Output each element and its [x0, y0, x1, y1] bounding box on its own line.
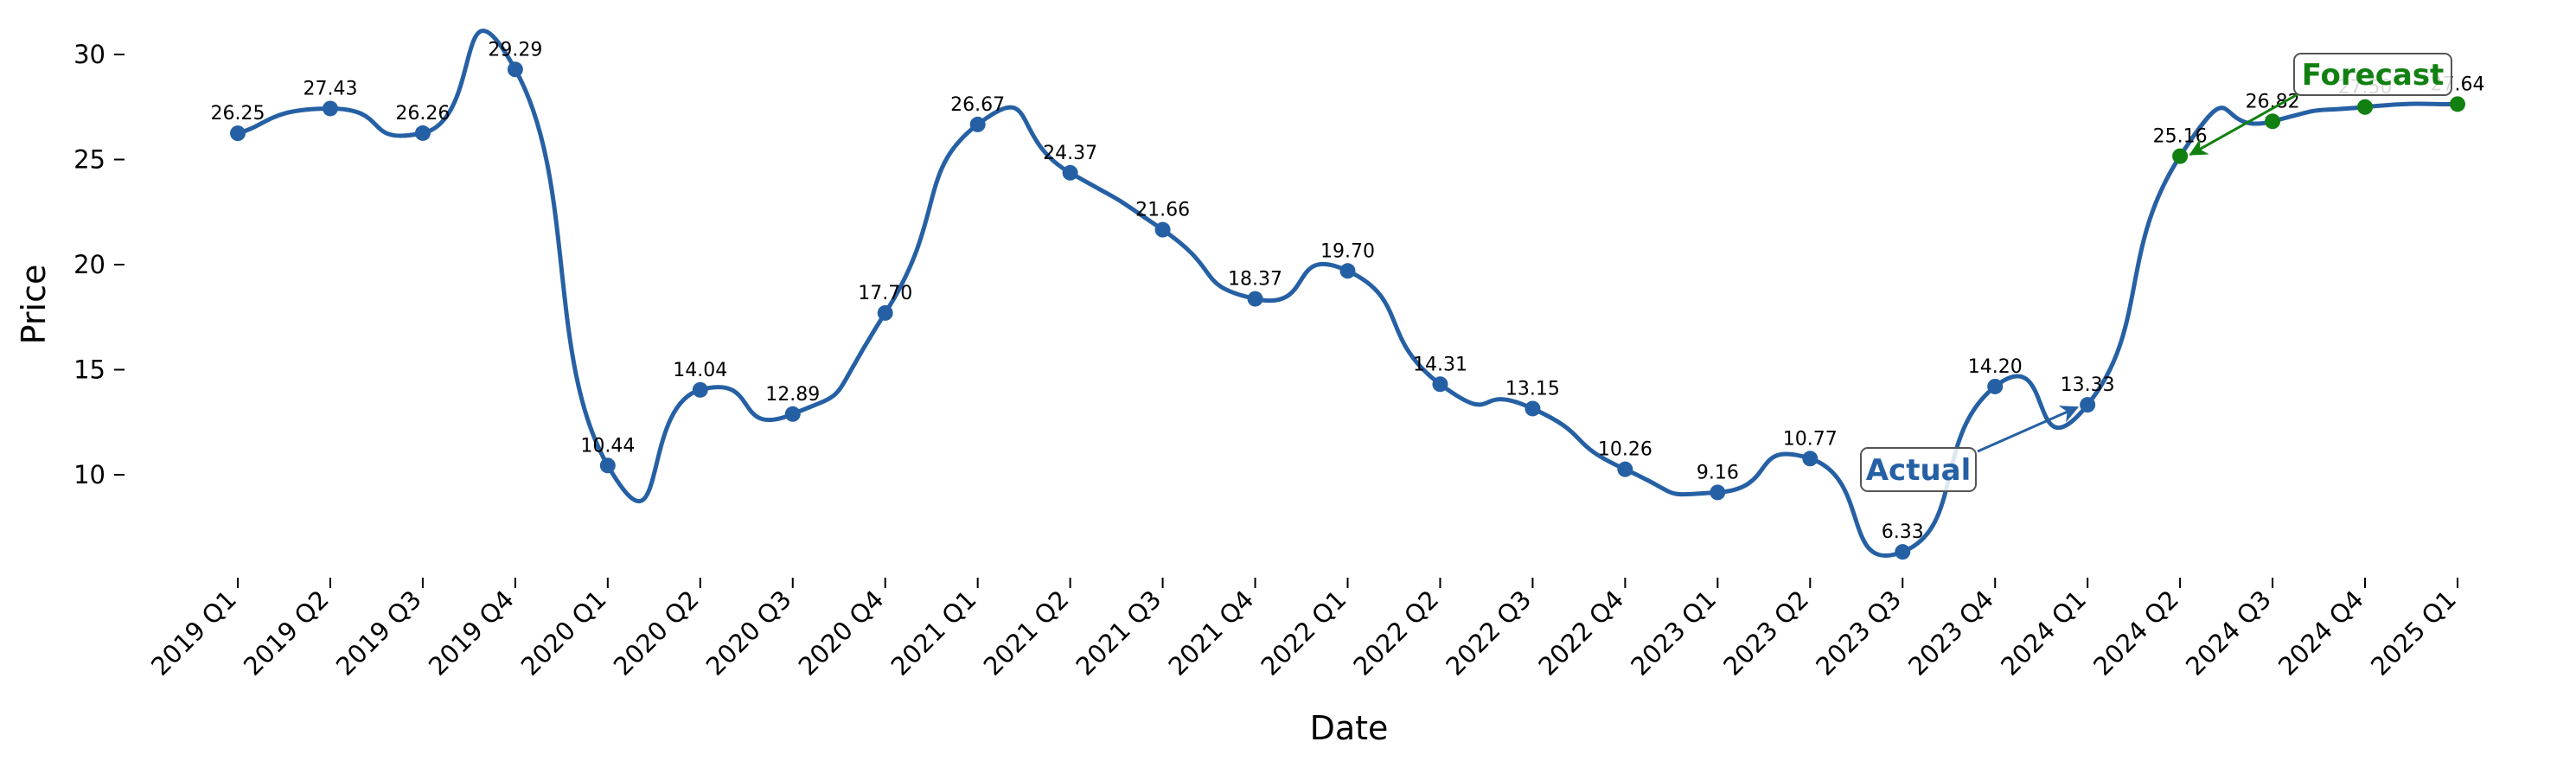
actual-point: [2080, 397, 2096, 413]
x-tick-label: 2025 Q1: [2365, 585, 2462, 681]
x-tick-label: 2023 Q4: [1902, 585, 1999, 681]
actual-point: [784, 406, 801, 422]
actual-annotation-box: [1860, 447, 1977, 492]
actual-point: [507, 61, 523, 78]
data-label: 6.33: [1882, 521, 1924, 543]
forecast-annotation-arrow: [2189, 92, 2300, 156]
y-tick-label: 10: [74, 460, 105, 489]
y-tick-label: 30: [74, 40, 105, 69]
actual-point: [1987, 378, 2004, 394]
forecast-point: [2265, 113, 2281, 130]
actual-point: [1339, 263, 1356, 279]
actual-point: [1895, 544, 1911, 560]
x-tick-label: 2022 Q4: [1532, 585, 1629, 681]
x-tick-label: 2020 Q2: [608, 585, 705, 681]
x-tick-label: 2023 Q3: [1810, 585, 1907, 681]
actual-point: [1062, 164, 1078, 181]
forecast-point: [2357, 99, 2374, 115]
data-label: 17.70: [858, 283, 912, 304]
x-tick-label: 2019 Q1: [145, 585, 242, 681]
x-tick-label: 2024 Q2: [2087, 585, 2184, 681]
x-axis-title: Date: [1310, 709, 1389, 747]
x-tick-label: 2020 Q3: [700, 585, 797, 681]
actual-point: [414, 125, 431, 141]
y-tick-label: 20: [74, 250, 105, 279]
actual-annotation-arrow: [1977, 406, 2080, 453]
actual-point: [230, 125, 246, 142]
actual-point: [1802, 451, 1819, 467]
data-label: 10.44: [580, 435, 635, 457]
forecast-annotation-box: [2293, 53, 2452, 96]
data-label: 14.31: [1413, 354, 1467, 375]
forecast-point: [2172, 148, 2189, 164]
data-label: 21.66: [1135, 200, 1190, 221]
actual-point: [1525, 400, 1541, 417]
actual-point: [322, 100, 338, 117]
actual-point: [969, 116, 986, 132]
actual-annotation-label: Actual: [1866, 453, 1972, 488]
actual-point: [692, 381, 708, 398]
x-tick-label: 2019 Q4: [423, 585, 520, 681]
y-tick-label: 15: [74, 355, 105, 385]
data-label: 26.25: [211, 103, 265, 125]
x-tick-label: 2021 Q1: [885, 585, 982, 681]
x-tick-label: 2021 Q4: [1163, 585, 1260, 681]
data-label: 12.89: [765, 384, 820, 406]
x-tick-label: 2024 Q3: [2180, 585, 2277, 681]
data-labels: 26.25 27.43 26.26 29.29 10.44 14.04 12.89 17.70…: [211, 39, 2485, 543]
forecast-annotation-label: Forecast: [2302, 58, 2445, 93]
x-tick-label: 2020 Q1: [515, 585, 612, 681]
actual-point: [1617, 461, 1633, 477]
x-tick-label: 2022 Q3: [1440, 585, 1537, 681]
data-label: 26.67: [950, 94, 1005, 116]
x-tick-label: 2024 Q4: [2272, 585, 2369, 681]
data-label: 19.70: [1320, 240, 1375, 262]
data-label: 13.33: [2061, 374, 2115, 396]
forecast-point: [2450, 96, 2465, 112]
data-label: 10.26: [1598, 439, 1652, 461]
x-tick-label: 2022 Q1: [1256, 585, 1352, 681]
x-tick-label: 2019 Q2: [238, 585, 335, 681]
x-tick-label: 2023 Q2: [1717, 585, 1814, 681]
data-label: 13.15: [1505, 378, 1560, 400]
data-label: 26.26: [395, 103, 450, 125]
x-tick-label: 2024 Q1: [1995, 585, 2092, 681]
actual-point: [599, 457, 616, 474]
annotations: Actual Forecast: [1860, 53, 2452, 492]
y-axis: 10 15 20 25 30: [74, 40, 125, 489]
data-label: 9.16: [1697, 462, 1739, 483]
data-label: 14.20: [1968, 356, 2023, 378]
actual-point: [1710, 484, 1726, 501]
data-points: [230, 61, 2465, 560]
x-tick-label: 2023 Q1: [1625, 585, 1722, 681]
x-tick-label: 2019 Q3: [330, 585, 427, 681]
actual-point: [1247, 291, 1263, 307]
x-tick-label: 2021 Q3: [1071, 585, 1167, 681]
data-label: 29.29: [488, 39, 542, 61]
y-tick-label: 25: [74, 145, 105, 175]
data-label: 14.04: [673, 360, 727, 381]
data-label: 25.16: [2153, 126, 2208, 148]
x-tick-label: 2020 Q4: [793, 585, 890, 681]
actual-point: [1432, 376, 1448, 393]
data-label: 18.37: [1228, 269, 1282, 291]
actual-point: [1154, 221, 1171, 238]
data-label: 27.43: [303, 78, 357, 99]
y-axis-title: Price: [15, 265, 53, 345]
actual-series-line: [237, 29, 2458, 559]
data-label: 10.77: [1783, 428, 1838, 450]
x-tick-label: 2022 Q2: [1347, 585, 1444, 681]
actual-point: [877, 304, 893, 321]
x-tick-label: 2021 Q2: [978, 585, 1075, 681]
data-label: 24.37: [1043, 143, 1097, 164]
